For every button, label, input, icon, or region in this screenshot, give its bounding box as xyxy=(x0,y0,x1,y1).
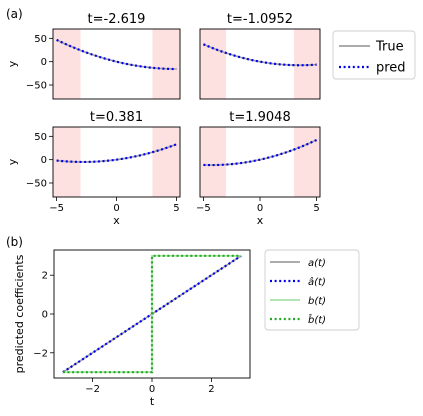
xtick-label: −5 xyxy=(196,203,211,214)
legend-label-2: b(t) xyxy=(308,296,326,307)
panel-title: t=-1.0952 xyxy=(227,12,293,27)
ytick-label: 50 xyxy=(34,34,47,45)
panel-title: t=0.381 xyxy=(90,110,143,125)
shaded-region-1-0 xyxy=(200,29,227,99)
series-line-true-0 xyxy=(56,39,177,70)
legend-bottom: a(t) â(t) b(t) b̂(t) xyxy=(264,249,360,331)
xtick-label: −2 xyxy=(85,384,100,395)
y-axis-label: predicted coefficients xyxy=(13,254,26,373)
shaded-region-3-0 xyxy=(200,127,227,197)
axes-frame-1 xyxy=(199,28,321,100)
y-axis-label: y xyxy=(6,158,19,165)
xtick-label: 2 xyxy=(208,384,214,395)
x-axis-label: t xyxy=(150,395,155,408)
shaded-region-0-1 xyxy=(152,29,180,99)
ytick-label: −50 xyxy=(26,81,47,92)
ytick-label: 0 xyxy=(41,57,47,68)
ytick-label: 0 xyxy=(42,310,48,321)
legend-bottom-frame xyxy=(264,249,360,331)
xtick-label: 0 xyxy=(113,203,119,214)
chart-1: t=-1.0952 xyxy=(199,12,321,100)
series-line-pred-3 xyxy=(203,138,318,167)
x-axis-label: x xyxy=(257,214,264,227)
panel-title: t=1.9048 xyxy=(229,110,290,125)
xtick-label: 5 xyxy=(313,203,319,214)
chart-4: 2 0 −2 −2 0 2 t predicted coefficients xyxy=(13,249,251,408)
ytick-label: 2 xyxy=(42,271,48,282)
y-axis-label: y xyxy=(6,60,19,67)
plot-area-3 xyxy=(200,127,320,197)
xtick-label: 5 xyxy=(173,203,179,214)
xtick-label: 0 xyxy=(257,203,263,214)
legend-label-1: â(t) xyxy=(308,276,326,288)
series-line-3 xyxy=(62,254,242,374)
series-line-pred-2 xyxy=(56,143,177,164)
plot-area-1 xyxy=(200,29,320,99)
xtick-label: 0 xyxy=(149,384,155,395)
panel-title: t=-2.619 xyxy=(88,12,146,27)
ytick-label: −2 xyxy=(33,348,48,359)
legend-label-3: b̂(t) xyxy=(308,313,326,326)
legend-label-pred: pred xyxy=(376,61,406,76)
axes-frame-0 xyxy=(52,28,181,100)
ytick-label: 0 xyxy=(41,155,47,166)
series-line-pred-1 xyxy=(202,43,317,67)
ytick-label: 50 xyxy=(34,132,47,143)
panel-label-b: (b) xyxy=(6,235,23,249)
x-axis-label: x xyxy=(113,214,120,227)
xtick-label: −5 xyxy=(49,203,64,214)
chart-3: −5 0 5 t=1.9048 x xyxy=(196,110,321,227)
legend-top: True pred xyxy=(332,30,416,80)
plot-area-4 xyxy=(62,254,242,374)
plot-area-2 xyxy=(53,127,180,197)
plot-area-0 xyxy=(53,29,180,99)
ytick-label: −50 xyxy=(26,179,47,190)
panel-label-a: (a) xyxy=(6,7,23,21)
shaded-region-3-1 xyxy=(293,127,320,197)
chart-0: 50 0 −50 t=-2.619 y xyxy=(6,12,181,100)
shaded-region-2-1 xyxy=(152,127,180,197)
legend-label-true: True xyxy=(375,40,404,55)
legend-label-0: a(t) xyxy=(308,258,326,269)
